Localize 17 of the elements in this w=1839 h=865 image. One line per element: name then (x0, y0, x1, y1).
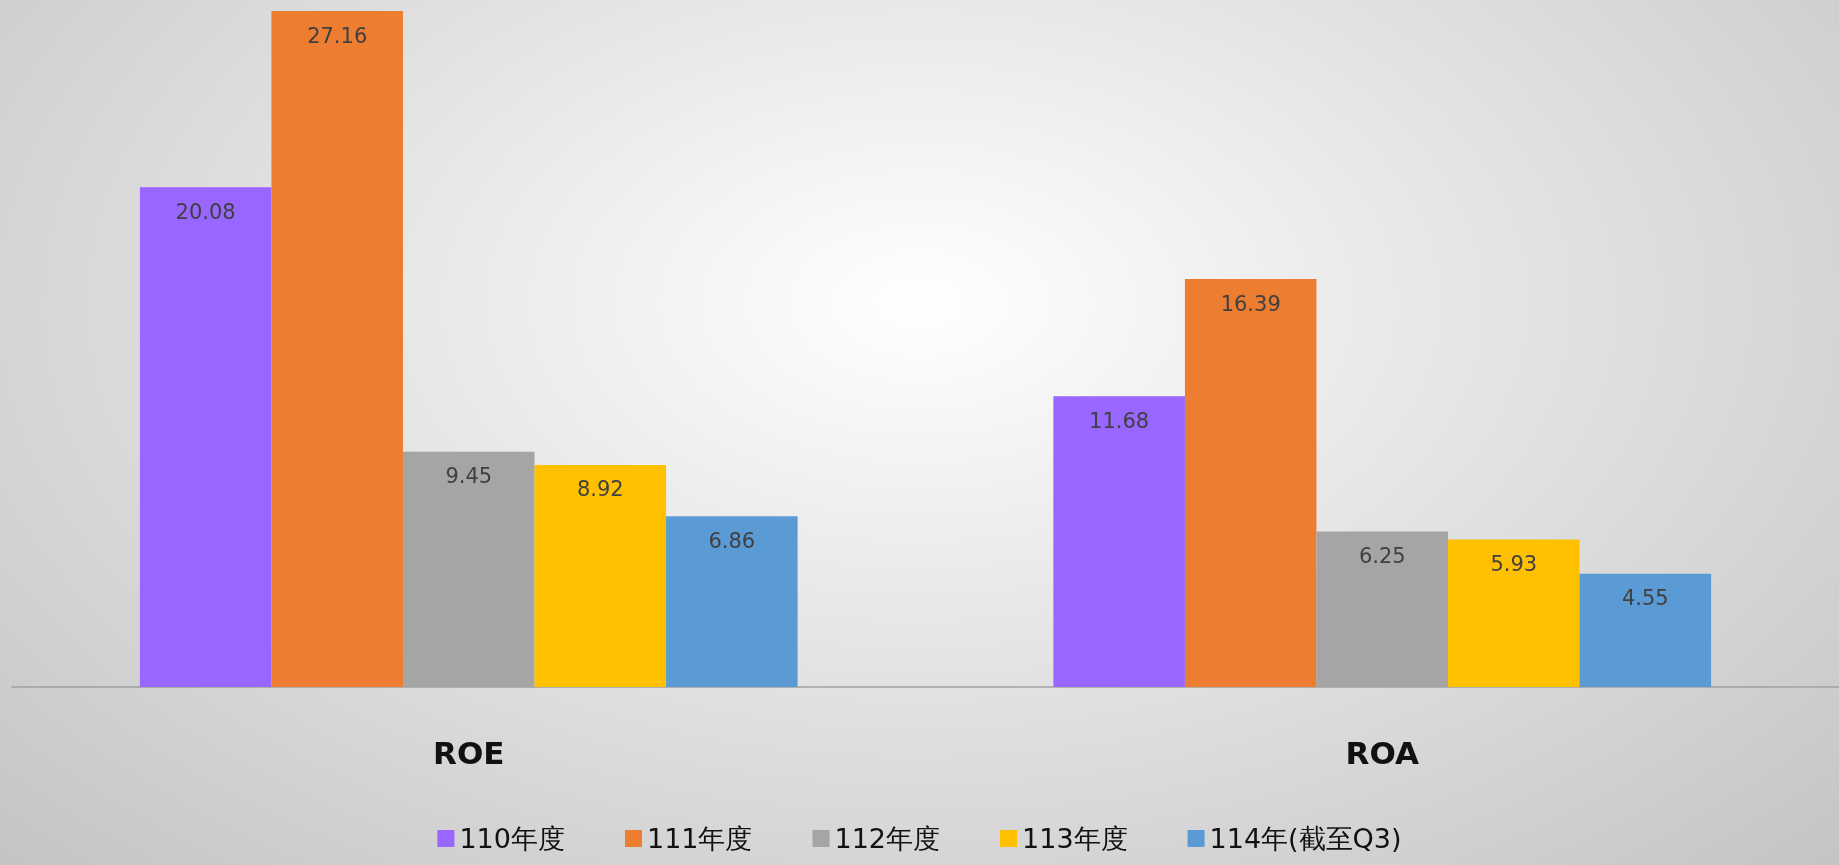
legend-label: 112年度 (834, 823, 941, 854)
data-label: 9.45 (445, 464, 493, 489)
legend-label: 110年度 (459, 823, 565, 854)
legend-label: 111年度 (646, 823, 753, 854)
data-label: 16.39 (1220, 291, 1281, 316)
legend-label: 113年度 (1022, 823, 1128, 854)
data-label: 20.08 (175, 199, 236, 224)
data-label: 5.93 (1490, 551, 1538, 576)
data-label: 4.55 (1621, 586, 1669, 611)
data-label: 6.86 (708, 528, 756, 553)
x-tick-label: ROE (433, 734, 505, 771)
data-label: 6.25 (1358, 543, 1406, 568)
legend-label: 114年(截至Q3) (1209, 823, 1402, 854)
data-label: 11.68 (1089, 408, 1150, 433)
x-tick-label: ROA (1345, 734, 1419, 771)
data-label: 27.16 (307, 23, 368, 48)
data-label: 8.92 (576, 477, 624, 502)
